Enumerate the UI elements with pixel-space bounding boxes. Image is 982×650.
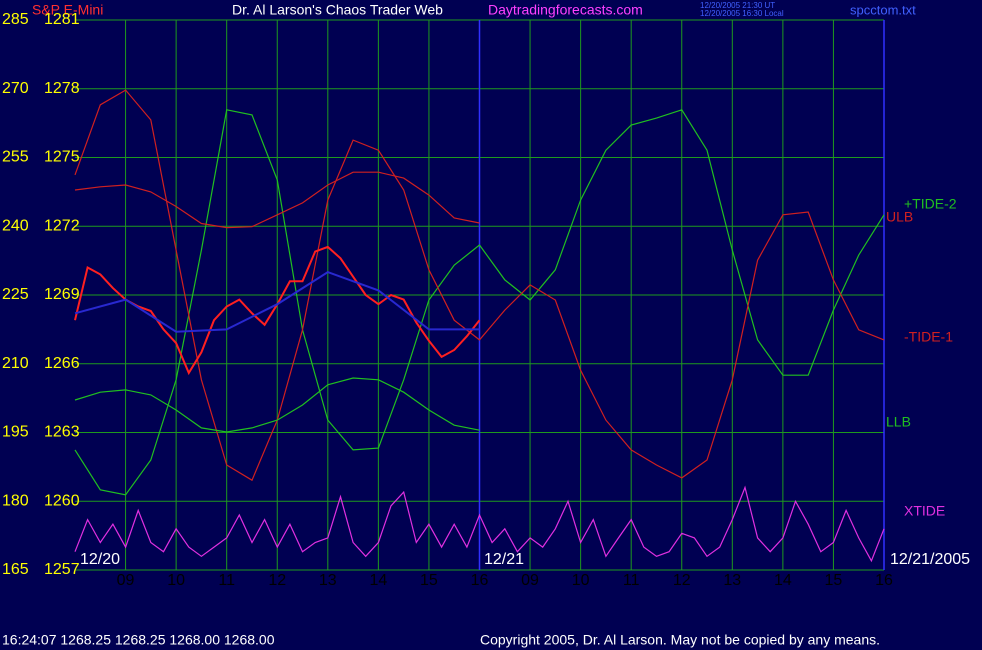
x-tick-label: 14 xyxy=(369,572,387,589)
x-tick-label: 12 xyxy=(268,572,286,589)
y-tick-label: 240 xyxy=(2,217,29,234)
series-line xyxy=(74,171,480,229)
y2-tick-label: 1263 xyxy=(44,424,80,441)
x-tick-label: 09 xyxy=(521,572,539,589)
y2-tick-label: 1278 xyxy=(44,80,80,97)
series-line xyxy=(74,485,885,563)
y-tick-label: 210 xyxy=(2,355,29,372)
series-line xyxy=(74,270,480,333)
date-label: 12/21/2005 xyxy=(890,551,970,568)
x-tick-label: 13 xyxy=(319,572,337,589)
copyright: Copyright 2005, Dr. Al Larson. May not b… xyxy=(480,632,880,648)
y2-tick-label: 1281 xyxy=(44,11,80,28)
x-tick-label: 10 xyxy=(572,572,590,589)
chart-title: Dr. Al Larson's Chaos Trader Web xyxy=(232,2,443,18)
series-label: ULB xyxy=(886,209,913,225)
timestamp: 12/20/2005 16:30 Local xyxy=(700,9,784,18)
x-tick-label: 11 xyxy=(623,572,640,589)
x-tick-label: 14 xyxy=(774,572,792,589)
series-line xyxy=(74,109,885,496)
x-tick-label: 11 xyxy=(218,572,235,589)
x-tick-label: 16 xyxy=(875,572,893,589)
y2-tick-label: 1275 xyxy=(44,149,80,166)
y-tick-label: 285 xyxy=(2,11,29,28)
quote-line: 16:24:07 1268.25 1268.25 1268.00 1268.00 xyxy=(2,632,275,648)
y-tick-label: 255 xyxy=(2,149,29,166)
y2-tick-label: 1269 xyxy=(44,286,80,303)
x-tick-label: 13 xyxy=(723,572,741,589)
series-line xyxy=(74,377,480,433)
y-tick-label: 225 xyxy=(2,286,29,303)
website: Daytradingforecasts.com xyxy=(488,2,643,18)
y-tick-label: 180 xyxy=(2,492,29,509)
date-label: 12/21 xyxy=(484,551,524,568)
x-tick-label: 15 xyxy=(825,572,843,589)
timestamp: 12/20/2005 21:30 UT xyxy=(700,1,775,10)
x-tick-label: 16 xyxy=(471,572,489,589)
date-label: 12/20 xyxy=(80,551,120,568)
series-line xyxy=(74,89,885,482)
series-label: XTIDE xyxy=(904,503,945,519)
x-tick-label: 15 xyxy=(420,572,438,589)
y2-tick-label: 1257 xyxy=(44,561,80,578)
y2-tick-label: 1266 xyxy=(44,355,80,372)
y2-tick-label: 1260 xyxy=(44,492,80,509)
y-tick-label: 195 xyxy=(2,424,29,441)
x-tick-label: 12 xyxy=(673,572,691,589)
y-tick-label: 270 xyxy=(2,80,29,97)
x-tick-label: 09 xyxy=(117,572,135,589)
series-label: +TIDE-2 xyxy=(904,196,957,212)
y2-tick-label: 1272 xyxy=(44,217,80,234)
instrument-label: S&P E-Mini xyxy=(32,2,103,18)
series-label: -TIDE-1 xyxy=(904,329,953,345)
x-tick-label: 10 xyxy=(167,572,185,589)
y-tick-label: 165 xyxy=(2,561,29,578)
series-label: LLB xyxy=(886,414,911,430)
file-name: spcctom.txt xyxy=(850,2,916,17)
